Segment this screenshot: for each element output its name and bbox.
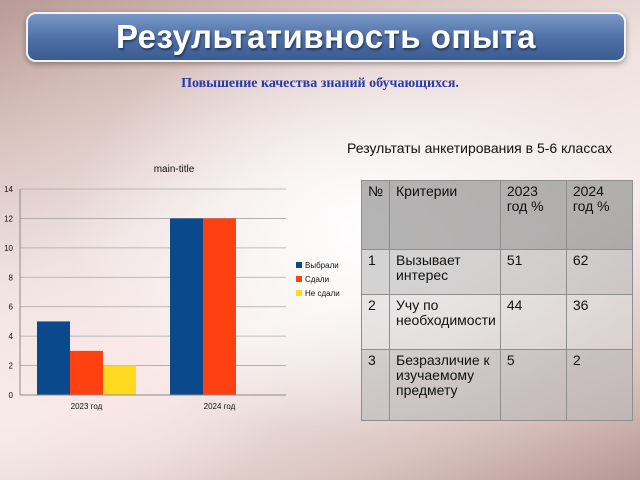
chart-title: main-title — [154, 164, 195, 175]
row-number: 2 — [361, 294, 390, 350]
table-row: 3 Безразличие к изучаемому предмету 5 2 — [361, 349, 633, 421]
row-number: 3 — [361, 349, 390, 421]
survey-table: № Критерии 2023 год % 2024 год % 1 Вызыв… — [361, 180, 633, 421]
legend-swatch — [296, 262, 302, 268]
title-banner: Результативность опыта — [26, 12, 626, 62]
bar-1-1 — [37, 321, 70, 395]
x-tick-label: 2023 год — [71, 402, 103, 411]
column-header-number: № — [361, 180, 390, 250]
row-criterion: Вызывает интерес — [389, 249, 501, 295]
row-value-2023: 44 — [499, 294, 567, 350]
table-header-row: № Критерии 2023 год % 2024 год % — [361, 180, 633, 250]
row-criterion: Учу по необходимости — [389, 294, 501, 350]
x-tick-label: 2024 год — [204, 402, 236, 411]
row-value-2024: 2 — [565, 349, 633, 421]
legend-label: Не сдали — [305, 289, 340, 298]
row-criterion: Безразличие к изучаемому предмету — [389, 349, 501, 421]
row-value-2024: 36 — [565, 294, 633, 350]
survey-caption: Результаты анкетирования в 5-6 классах — [347, 140, 613, 156]
column-header-2024: 2024 год % — [565, 180, 633, 250]
bar-2-2 — [203, 218, 236, 395]
table-row: 2 Учу по необходимости 44 36 — [361, 294, 633, 350]
legend-swatch — [296, 276, 302, 282]
y-tick-label: 4 — [9, 332, 14, 341]
y-tick-label: 10 — [4, 244, 13, 253]
legend-swatch — [296, 290, 302, 296]
bar-3-1 — [103, 365, 136, 395]
y-tick-label: 14 — [4, 185, 13, 194]
page-title: Результативность опыта — [115, 18, 537, 55]
table-row: 1 Вызывает интерес 51 62 — [361, 249, 633, 295]
legend-label: Выбрали — [305, 261, 339, 270]
bar-2-1 — [70, 350, 103, 395]
legend-label: Сдали — [305, 275, 329, 284]
bar-1-2 — [170, 218, 203, 395]
y-tick-label: 2 — [9, 362, 14, 371]
column-header-criteria: Критерии — [389, 180, 501, 250]
row-value-2023: 51 — [499, 249, 567, 295]
column-header-2023: 2023 год % — [499, 180, 567, 250]
page-subtitle: Повышение качества знаний обучающихся. — [181, 76, 459, 91]
y-tick-label: 6 — [9, 303, 14, 312]
y-tick-label: 0 — [9, 391, 14, 400]
y-tick-label: 8 — [9, 273, 14, 282]
row-number: 1 — [361, 249, 390, 295]
bar-chart: main-title 0 2 4 6 8 10 12 14 2023 год 2024 год В… — [4, 164, 340, 411]
row-value-2023: 5 — [499, 349, 567, 421]
y-tick-label: 12 — [4, 214, 13, 223]
row-value-2024: 62 — [565, 249, 633, 295]
